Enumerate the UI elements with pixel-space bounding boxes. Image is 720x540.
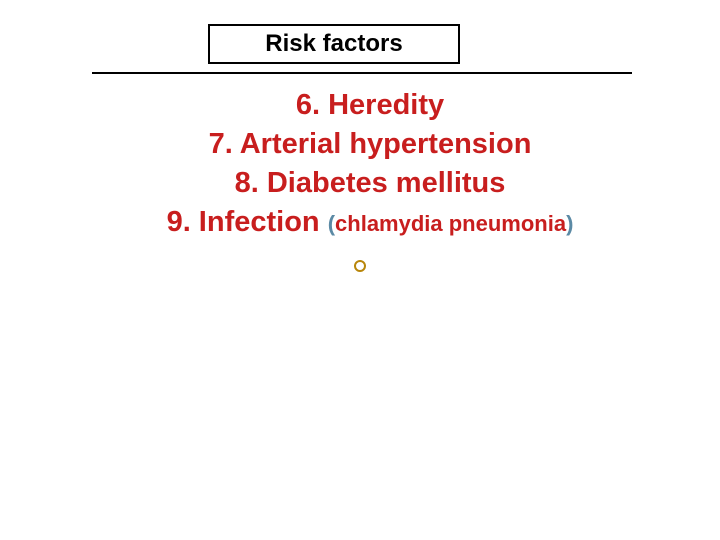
item-subtext: chlamydia pneumonia xyxy=(335,211,566,236)
list-item: 8. Diabetes mellitus xyxy=(60,164,680,203)
item-text: 6. Heredity xyxy=(296,89,444,121)
list-item: 9. Infection (chlamydia pneumonia) xyxy=(60,203,680,242)
title-box: Risk factors xyxy=(208,24,460,64)
list-item: 6. Heredity xyxy=(60,86,680,125)
title-divider xyxy=(92,72,632,74)
slide-title: Risk factors xyxy=(265,30,402,58)
content-area: 6. Heredity 7. Arterial hypertension 8. … xyxy=(60,86,680,243)
item-text: 7. Arterial hypertension xyxy=(209,128,532,160)
item-prefix: 9. Infection xyxy=(167,206,328,238)
circle-bullet-icon xyxy=(354,260,366,272)
paren-close: ) xyxy=(566,211,573,236)
list-item: 7. Arterial hypertension xyxy=(60,125,680,164)
item-text: 8. Diabetes mellitus xyxy=(235,167,506,199)
paren-open: ( xyxy=(328,211,335,236)
